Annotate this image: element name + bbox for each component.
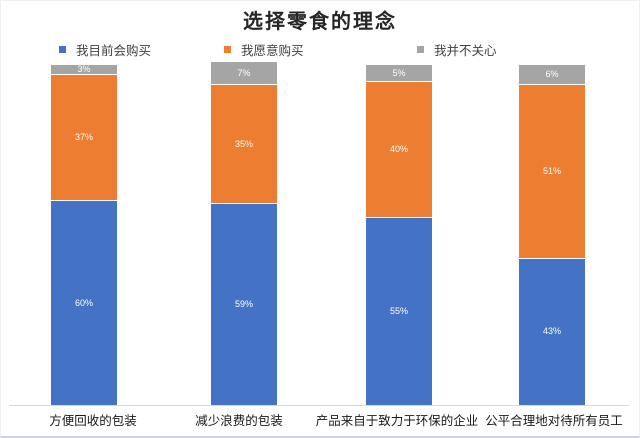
bar-segment: 60% xyxy=(51,201,117,405)
bar-segment: 55% xyxy=(366,218,432,405)
x-axis-line xyxy=(9,405,629,406)
bar-segment: 59% xyxy=(211,204,277,405)
bar-column: 7% 35% 59% xyxy=(211,61,277,405)
bar-segment: 3% xyxy=(51,65,117,76)
category-label: 减少浪费的包装 xyxy=(195,414,283,428)
category-label: 产品来自于致力于环保的企业 xyxy=(315,414,479,428)
bar-segment: 7% xyxy=(211,61,277,86)
bar-segment-value-label: 60% xyxy=(74,297,93,308)
bar-segment-value-label: 35% xyxy=(234,138,253,149)
legend-swatch-gray-icon xyxy=(417,46,424,53)
bar-segment-value-label: 55% xyxy=(389,306,408,316)
legend-swatch-blue-icon xyxy=(59,46,66,53)
bar-segment-value-label: 51% xyxy=(542,166,561,177)
bar-segment: 43% xyxy=(519,258,585,405)
category-label: 公平合理地对待所有员工 xyxy=(485,414,623,428)
bar-column: 6% 51% 43% xyxy=(519,65,585,405)
category-label: 方便回收的包装 xyxy=(49,414,137,428)
bar-segment: 51% xyxy=(519,85,585,259)
chart-title: 选择零食的理念 xyxy=(243,11,397,33)
legend-label: 我目前会购买 xyxy=(76,44,152,58)
legend-label: 我并不关心 xyxy=(434,44,497,58)
bar-segment-value-label: 37% xyxy=(74,132,93,143)
bar-segment-value-label: 59% xyxy=(234,299,253,310)
bar-segment-value-label: 43% xyxy=(542,326,561,337)
bar-column: 3% 37% 60% xyxy=(51,65,117,405)
legend-item-dont-care: 我并不关心 xyxy=(417,40,497,59)
bar-segment-value-label: 7% xyxy=(237,67,251,78)
legend-item-currently-buy: 我目前会购买 xyxy=(59,40,151,59)
bar-segment-value-label: 40% xyxy=(389,144,408,154)
bar-segment-value-label: 5% xyxy=(392,67,406,78)
bar-segment: 40% xyxy=(366,82,432,218)
legend-label: 我愿意购买 xyxy=(241,44,304,58)
bar-segment: 37% xyxy=(51,75,117,201)
plot-area: 3% 37% 60% 7% 35% 59% 5% 40% 55% 6% 51% 43% 方便回收的包装… xyxy=(1,61,639,428)
bar-segment: 6% xyxy=(519,65,585,86)
bar-column: 5% 40% 55% xyxy=(366,65,432,405)
bar-segment: 5% xyxy=(366,65,432,82)
bar-segment-value-label: 6% xyxy=(545,69,559,80)
legend-item-willing-to-buy: 我愿意购买 xyxy=(224,40,304,59)
legend-swatch-orange-icon xyxy=(224,46,231,53)
bar-segment: 35% xyxy=(211,85,277,205)
bar-segment-value-label: 3% xyxy=(77,65,91,75)
